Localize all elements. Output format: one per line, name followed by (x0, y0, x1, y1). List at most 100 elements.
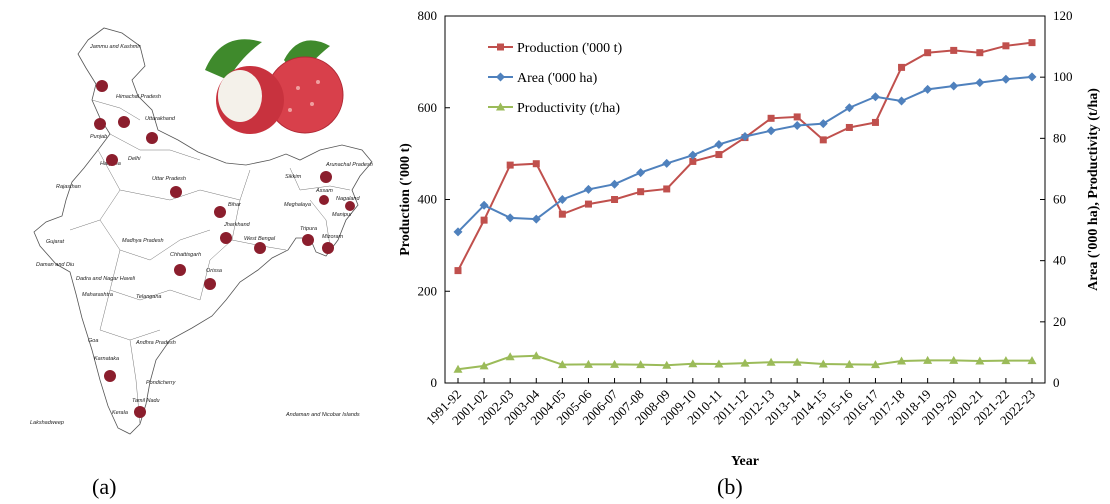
data-point (663, 185, 671, 193)
data-point (1027, 356, 1037, 365)
state-label: Andhra Pradesh (135, 340, 176, 346)
fruit-marker (118, 116, 130, 128)
data-point (792, 120, 802, 130)
data-point (1028, 39, 1036, 47)
data-point (1001, 356, 1011, 365)
india-outline (33, 27, 373, 435)
fruit-marker (345, 201, 355, 211)
series-2 (453, 351, 1037, 373)
data-point (506, 161, 514, 169)
y2-tick-label: 80 (1053, 130, 1066, 145)
data-point (949, 81, 959, 91)
state-label: Karnataka (94, 356, 119, 362)
state-label: Chhattisgarh (170, 252, 201, 258)
y-tick-label: 800 (418, 8, 438, 23)
state-label: Mizoram (322, 234, 344, 240)
data-point (557, 360, 567, 369)
series-1 (453, 72, 1037, 237)
y2-tick-label: 120 (1053, 8, 1073, 23)
y2-tick-label: 60 (1053, 192, 1066, 207)
chart-series (453, 39, 1037, 373)
data-point (924, 49, 932, 57)
data-point (975, 78, 985, 88)
state-label: Manipur (332, 212, 353, 218)
data-point (715, 151, 723, 159)
data-point (453, 364, 463, 373)
data-point (610, 359, 620, 368)
data-point (1001, 74, 1011, 84)
data-point (610, 179, 620, 189)
state-label: Pondicherry (146, 380, 177, 386)
data-point (871, 118, 879, 126)
data-point (689, 157, 697, 165)
state-label: Meghalaya (284, 202, 311, 208)
state-label: Jharkhand (223, 222, 251, 228)
data-point (897, 356, 907, 365)
data-point (636, 168, 646, 178)
data-point (870, 92, 880, 102)
y-axis-title: Production ('000 t) (398, 143, 413, 256)
data-point (949, 355, 959, 364)
data-point (793, 113, 801, 121)
data-point (976, 49, 984, 57)
state-labels: Jammu and Kashmir Himachal Pradesh Punja… (30, 44, 373, 426)
legend-label: Area ('000 ha) (517, 71, 598, 86)
fruit-marker (174, 264, 186, 276)
state-label: Kerala (112, 410, 128, 416)
state-label: Bihar (228, 202, 242, 208)
fruit-marker (94, 118, 106, 130)
y2-tick-label: 0 (1053, 375, 1060, 390)
data-point (583, 359, 593, 368)
data-point (740, 358, 750, 367)
state-label: Tripura (300, 226, 317, 232)
state-label: Goa (88, 338, 98, 344)
data-point (531, 214, 541, 224)
fruit-marker (214, 206, 226, 218)
state-label: Arunachal Pradesh (325, 162, 373, 168)
data-point (532, 160, 540, 168)
data-point (950, 46, 958, 54)
data-point (662, 360, 672, 369)
fruit-marker (254, 242, 266, 254)
fruit-marker (96, 80, 108, 92)
state-label: Madhya Pradesh (122, 238, 164, 244)
fruit-marker (106, 154, 118, 166)
litchi-photo (205, 39, 344, 134)
data-point (505, 352, 515, 361)
data-point (766, 126, 776, 136)
fruit-marker (104, 370, 116, 382)
data-point (818, 359, 828, 368)
y2-tick-label: 20 (1053, 314, 1066, 329)
legend-swatch-marker (496, 72, 505, 82)
data-point (844, 359, 854, 368)
y-tick-label: 0 (431, 375, 438, 390)
data-point (453, 227, 463, 237)
state-label: West Bengal (244, 236, 276, 242)
fruit-marker (170, 186, 182, 198)
data-point (454, 267, 462, 275)
data-point (870, 360, 880, 369)
y2-axis-title: Area ('000 ha), Productivity (t/ha) (1086, 88, 1101, 291)
state-label: Himachal Pradesh (116, 94, 161, 100)
data-point (636, 360, 646, 369)
data-point (792, 357, 802, 366)
data-point (611, 196, 619, 203)
state-label: Gujarat (46, 239, 65, 245)
state-label: Lakshadweep (30, 420, 64, 426)
y2-tick-label: 100 (1053, 69, 1073, 84)
fruit-marker (146, 132, 158, 144)
fruit-marker (319, 195, 329, 205)
data-point (766, 357, 776, 366)
state-label: Daman and Diu (36, 262, 74, 268)
y-tick-label: 600 (418, 100, 438, 115)
data-point (923, 355, 933, 364)
legend-swatch-marker (497, 43, 504, 51)
data-point (584, 200, 592, 208)
data-point (975, 356, 985, 365)
data-point (714, 139, 724, 149)
panel-label-a: (a) (92, 474, 117, 499)
data-point (505, 213, 515, 223)
data-point (898, 63, 906, 71)
data-point (1002, 42, 1010, 50)
data-point (740, 131, 750, 141)
